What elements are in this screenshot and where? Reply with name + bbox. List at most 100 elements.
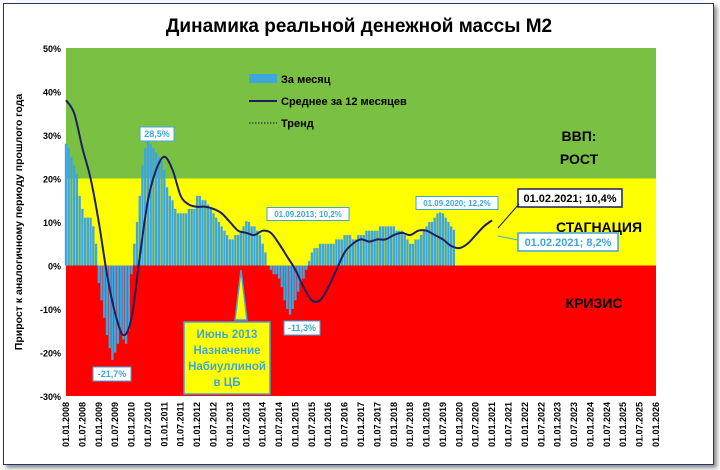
bar: [329, 243, 333, 266]
y-axis-title: Прирост к аналогичному периоду прошлого …: [13, 94, 25, 351]
data-label-box: [415, 196, 499, 210]
bar: [269, 265, 273, 270]
bar: [223, 230, 226, 266]
bar: [152, 148, 155, 266]
x-tick-label: 01.01.2022: [520, 402, 530, 447]
bar: [321, 243, 324, 266]
bar: [419, 235, 423, 266]
bar: [389, 226, 393, 266]
legend-label: Тренд: [281, 118, 314, 130]
bar: [64, 143, 68, 266]
x-tick-label: 01.07.2023: [569, 402, 579, 447]
series-line-average: [65, 99, 493, 337]
data-label: 01.02.2021; 10,4%: [524, 193, 617, 205]
data-label-box: [517, 232, 619, 252]
bar: [291, 265, 294, 309]
bar: [78, 195, 81, 266]
bar: [324, 243, 327, 266]
bar: [97, 265, 100, 283]
legend-label: Среднее за 12 месяцев: [281, 96, 407, 108]
bar: [392, 226, 395, 266]
bar: [160, 161, 163, 266]
bar: [436, 213, 439, 266]
bar: [302, 265, 305, 279]
zone-label: ВВП:: [562, 128, 597, 144]
x-tick-label: 01.07.2011: [176, 402, 186, 447]
bar: [133, 243, 136, 266]
leader-line: [497, 235, 519, 241]
bar: [283, 265, 286, 301]
bar: [127, 265, 130, 331]
bar: [359, 235, 363, 266]
data-label-box: [139, 126, 175, 142]
bar: [411, 243, 415, 266]
bar: [70, 156, 73, 266]
x-tick-label: 01.01.2019: [422, 402, 432, 447]
bar: [354, 239, 357, 266]
x-tick-label: 01.07.2025: [635, 402, 645, 447]
bar: [365, 230, 368, 266]
y-tick-label: 50%: [43, 44, 61, 54]
bar: [179, 213, 182, 266]
bar: [400, 230, 404, 266]
bar: [332, 243, 335, 266]
y-tick-label: 0%: [48, 262, 61, 272]
bar: [182, 213, 185, 266]
bar: [384, 226, 387, 266]
bar: [294, 265, 297, 301]
bar: [144, 148, 147, 266]
bar: [225, 235, 229, 266]
bar: [135, 222, 139, 266]
bar: [130, 265, 133, 275]
bar: [277, 265, 281, 279]
bar: [381, 226, 385, 266]
data-label-box: [283, 320, 321, 336]
bar: [406, 239, 409, 266]
data-label: -21,7%: [98, 369, 127, 379]
x-tick-label: 01.01.2015: [290, 402, 300, 447]
bar: [414, 239, 417, 266]
bar: [403, 235, 406, 266]
bar: [297, 265, 300, 292]
bar: [100, 265, 103, 301]
bar: [348, 235, 352, 266]
bar: [234, 235, 237, 266]
x-tick-label: 01.07.2024: [602, 402, 612, 447]
bar: [409, 243, 412, 266]
data-label-box: [266, 207, 350, 221]
x-tick-label: 01.07.2009: [110, 402, 120, 447]
bar: [362, 235, 365, 266]
bar: [340, 239, 344, 266]
bar: [138, 195, 141, 266]
callout-text: Июнь 2013: [197, 329, 258, 341]
bar: [81, 208, 84, 266]
leader-line: [497, 203, 520, 229]
bar: [198, 195, 202, 266]
bar: [318, 243, 322, 266]
bar: [387, 226, 390, 266]
bar: [174, 208, 177, 266]
y-tick-label: 20%: [43, 175, 61, 185]
bar: [141, 165, 144, 266]
x-tick-label: 01.01.2021: [487, 402, 497, 447]
bar: [337, 239, 341, 266]
bar: [83, 217, 87, 266]
x-tick-label: 01.01.2024: [585, 402, 595, 447]
bar: [433, 217, 436, 266]
x-tick-label: 01.01.2026: [651, 402, 661, 447]
bar: [261, 243, 264, 266]
x-tick-label: 01.07.2021: [504, 402, 514, 447]
x-tick-label: 01.07.2022: [536, 402, 546, 447]
bar: [67, 148, 70, 266]
bar: [215, 217, 218, 266]
bar: [193, 208, 196, 266]
callout-text: Назначение: [193, 345, 260, 357]
y-tick-label: -30%: [40, 392, 61, 402]
x-tick-label: 01.07.2019: [438, 402, 448, 447]
x-tick-label: 01.07.2010: [143, 402, 153, 447]
bar: [75, 174, 79, 266]
bar: [428, 222, 431, 266]
bar: [108, 265, 111, 349]
bar: [206, 204, 210, 266]
data-label: -11,3%: [288, 323, 316, 333]
